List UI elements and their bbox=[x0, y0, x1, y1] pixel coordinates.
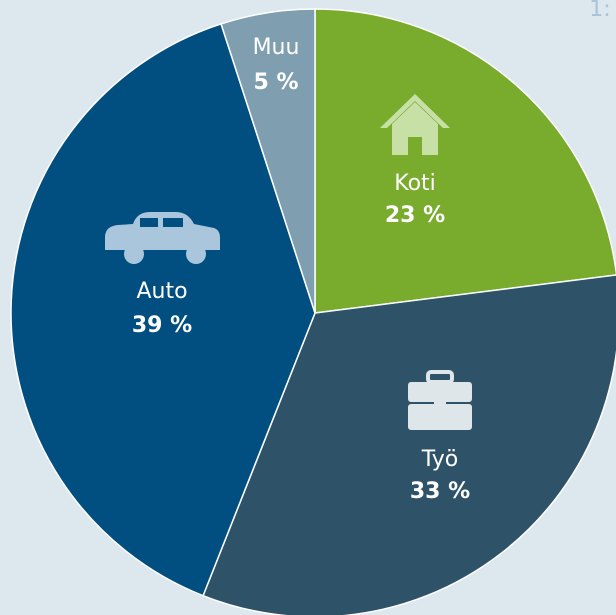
slice bbox=[202, 274, 616, 615]
labels: Koti 23 % Työ 33 % Auto 39 % Muu 5 % bbox=[132, 35, 470, 504]
value-label: 39 % bbox=[132, 313, 192, 338]
house-icon bbox=[380, 94, 450, 155]
slice-label: Auto bbox=[136, 279, 187, 304]
slice-label: Työ bbox=[421, 447, 459, 472]
value-label: 33 % bbox=[410, 479, 470, 504]
slice bbox=[220, 8, 316, 314]
slice bbox=[314, 8, 616, 314]
value-label: 23 % bbox=[385, 203, 445, 228]
briefcase-icon bbox=[408, 370, 472, 430]
slice-label: Muu bbox=[253, 35, 300, 60]
slices bbox=[10, 8, 616, 615]
slice bbox=[10, 22, 316, 597]
annotation: 1: bbox=[589, 0, 610, 22]
value-label: 5 % bbox=[253, 70, 298, 95]
car-icon bbox=[105, 212, 220, 264]
slice-label: Koti bbox=[394, 171, 436, 196]
